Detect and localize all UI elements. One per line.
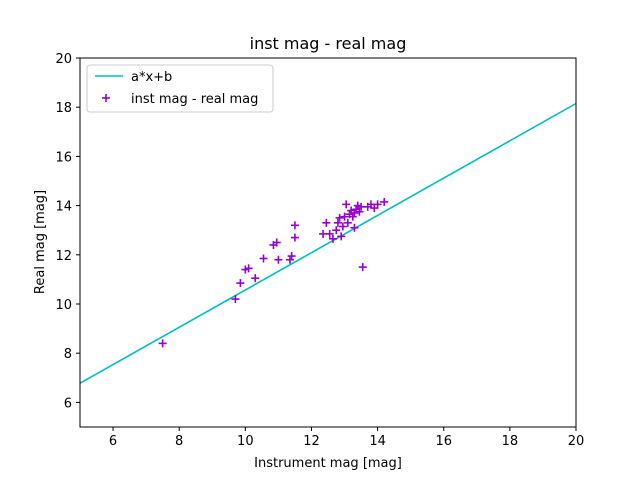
- scatter-point: [158, 339, 167, 348]
- legend: a*x+b inst mag - real mag: [86, 64, 274, 113]
- plot-frame: [79, 57, 577, 428]
- scatter-point: [335, 213, 344, 222]
- y-tick-label: 20: [55, 52, 72, 67]
- scatter-point: [350, 208, 359, 217]
- y-tick-label: 14: [55, 200, 72, 215]
- scatter-point: [290, 221, 299, 230]
- fit-line: [80, 102, 576, 384]
- y-tick-label: 10: [55, 298, 72, 313]
- y-tick-label: 12: [55, 249, 72, 264]
- legend-label: inst mag - real mag: [131, 92, 258, 107]
- scatter-point: [338, 222, 347, 231]
- y-axis: 6 8 10 12 14 16 18 20: [55, 52, 80, 411]
- y-tick-label: 16: [55, 150, 72, 165]
- scatter-point: [350, 223, 359, 232]
- scatter-point: [244, 264, 253, 273]
- y-tick-label: 8: [64, 347, 72, 362]
- scatter-point: [272, 238, 281, 247]
- scatter-point: [274, 255, 283, 264]
- scatter-point: [251, 274, 260, 283]
- scatter-point: [322, 218, 331, 227]
- scatter-point: [231, 295, 240, 304]
- scatter-point: [380, 197, 389, 206]
- x-tick-label: 12: [303, 434, 320, 449]
- plot-area: [80, 102, 576, 384]
- x-tick-label: 18: [502, 434, 519, 449]
- x-tick-label: 8: [175, 434, 183, 449]
- scatter-point: [287, 252, 296, 261]
- x-tick-label: 6: [109, 434, 117, 449]
- chart-title: inst mag - real mag: [250, 34, 407, 53]
- x-tick-label: 14: [369, 434, 386, 449]
- scatter-series: [158, 197, 389, 348]
- x-axis: 6 8 10 12 14 16 18 20: [109, 427, 584, 449]
- x-tick-label: 20: [568, 434, 585, 449]
- scatter-point: [373, 200, 382, 209]
- y-tick-label: 6: [64, 396, 72, 411]
- scatter-point: [333, 218, 342, 227]
- legend-box: [86, 64, 274, 113]
- y-tick-label: 18: [55, 101, 72, 116]
- y-axis-title: Real mag [mag]: [33, 190, 48, 294]
- x-tick-label: 16: [435, 434, 452, 449]
- scatter-point: [348, 212, 357, 221]
- x-axis-title: Instrument mag [mag]: [254, 456, 402, 471]
- scatter-point: [328, 234, 337, 243]
- scatter-point: [285, 255, 294, 264]
- scatter-point: [358, 263, 367, 272]
- scatter-point: [342, 200, 351, 209]
- scatter-point: [332, 226, 341, 235]
- scatter-point: [337, 232, 346, 241]
- scatter-point: [340, 212, 349, 221]
- scatter-point: [355, 207, 364, 216]
- scatter-point: [290, 233, 299, 242]
- scatter-point: [236, 279, 245, 288]
- scatter-point: [259, 254, 268, 263]
- scatter-point: [343, 218, 352, 227]
- x-tick-label: 10: [237, 434, 254, 449]
- scatter-point: [325, 229, 334, 238]
- legend-marker-swatch: [102, 94, 110, 102]
- legend-label: a*x+b: [131, 70, 172, 85]
